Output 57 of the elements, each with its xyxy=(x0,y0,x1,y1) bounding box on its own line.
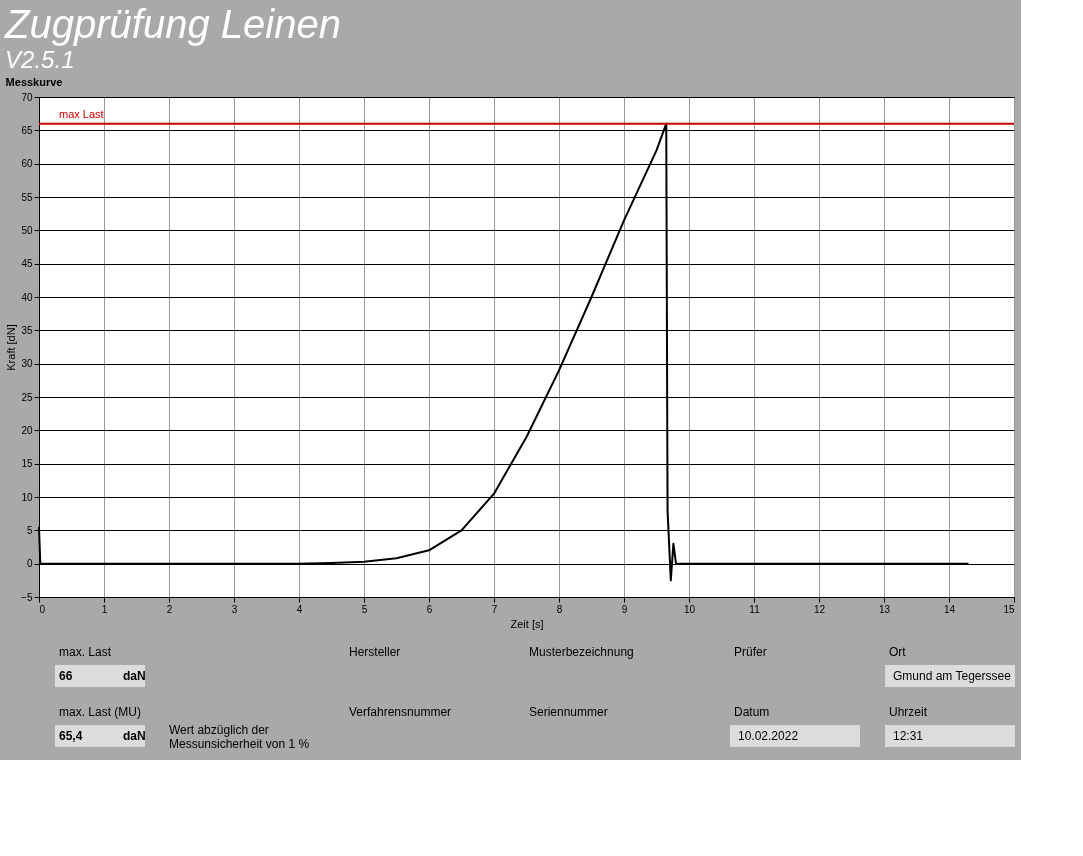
x-axis-title: Zeit [s] xyxy=(510,617,544,630)
x-tick-label: 5 xyxy=(361,603,368,615)
text: Seriennummer xyxy=(529,705,608,719)
text: max. Last xyxy=(59,645,112,659)
x-tick-label: 7 xyxy=(491,603,498,615)
y-tick-label: 45 xyxy=(21,258,33,270)
text: 10.02.2022 xyxy=(738,729,799,743)
y-tick-label: 65 xyxy=(21,124,33,136)
text: 66 xyxy=(59,669,73,683)
text: max. Last (MU) xyxy=(59,705,142,719)
x-tick-label: 12 xyxy=(813,603,826,615)
text: Wert abzüglich der xyxy=(169,723,269,737)
y-tick-label: −5 xyxy=(21,591,33,603)
text: Uhrzeit xyxy=(889,705,928,719)
text: Musterbezeichnung xyxy=(529,645,634,659)
x-tick-label: 4 xyxy=(296,603,303,615)
y-tick-label: 25 xyxy=(21,391,33,403)
ref-line-label: max Last xyxy=(59,107,104,120)
x-tick-label: 3 xyxy=(231,603,238,615)
x-tick-label: 11 xyxy=(749,603,761,615)
y-tick-label: 10 xyxy=(21,491,33,503)
text: 65,4 xyxy=(59,729,83,743)
y-tick-label: 15 xyxy=(21,458,33,470)
text: Messunsicherheit von 1 % xyxy=(169,737,310,751)
y-tick-label: 20 xyxy=(21,424,33,436)
y-tick-label: 60 xyxy=(21,158,33,170)
x-tick-label: 10 xyxy=(683,603,696,615)
text: Verfahrensnummer xyxy=(349,705,452,719)
y-tick-label: 50 xyxy=(21,224,33,236)
y-tick-label: 5 xyxy=(26,524,33,536)
y-tick-label: 35 xyxy=(21,324,33,336)
text: Ort xyxy=(889,645,907,659)
text: Prüfer xyxy=(734,645,767,659)
x-tick-label: 6 xyxy=(426,603,433,615)
x-tick-label: 15 xyxy=(1003,603,1015,615)
text: daN xyxy=(123,669,146,683)
x-tick-label: 0 xyxy=(39,603,46,615)
x-tick-label: 9 xyxy=(621,603,628,615)
x-tick-label: 13 xyxy=(878,603,891,615)
y-tick-label: 30 xyxy=(21,358,33,370)
y-tick-label: 55 xyxy=(21,191,33,203)
y-axis-title: Kraft [dN] xyxy=(5,324,18,371)
text: 12:31 xyxy=(893,729,924,743)
text: Datum xyxy=(734,705,770,719)
y-tick-label: 70 xyxy=(21,91,33,103)
x-tick-label: 2 xyxy=(166,603,173,615)
x-tick-label: 1 xyxy=(101,603,108,615)
chart-subtitle: V2.5.1 xyxy=(5,45,75,73)
text: Messkurve xyxy=(5,76,63,88)
text: daN xyxy=(123,729,146,743)
text: Gmund am Tegerssee xyxy=(893,669,1012,683)
x-tick-label: 14 xyxy=(943,603,956,615)
y-tick-label: 0 xyxy=(26,558,33,570)
chart-title: Zugprüfung Leinen xyxy=(4,1,341,46)
text: Hersteller xyxy=(349,645,401,659)
x-tick-label: 8 xyxy=(556,603,563,615)
y-tick-label: 40 xyxy=(21,291,33,303)
